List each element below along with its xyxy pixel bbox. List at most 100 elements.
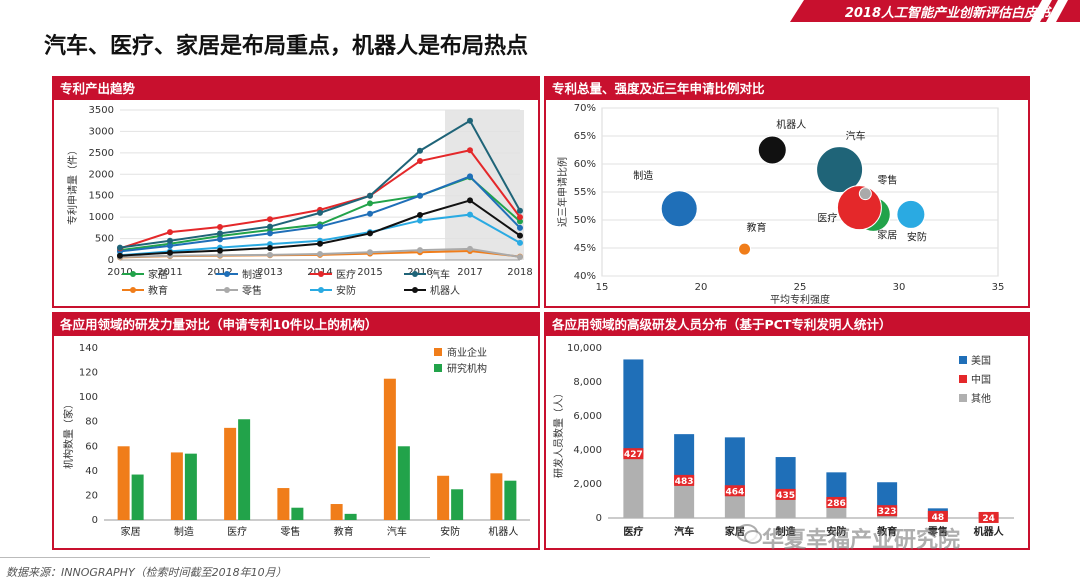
y-tick-label: 60%: [574, 159, 596, 170]
data-point: [467, 245, 473, 252]
legend-label: 零售: [242, 284, 262, 297]
y-tick-label: 2000: [89, 169, 114, 180]
patent-intensity-chart: 40% 45% 50% 55% 60% 65% 70% 15 20 25 30 35 平均专利强度 近三年…: [556, 103, 1005, 306]
y-tick-label: 10,000: [567, 343, 602, 354]
x-tick-label: 2012: [207, 267, 232, 278]
x-tick-label: 制造: [174, 525, 194, 538]
bubble-label: 家居: [877, 228, 897, 241]
data-point: [367, 249, 373, 256]
highlight-band: [445, 110, 524, 260]
y-tick-label: 1000: [89, 212, 114, 223]
data-point: [167, 249, 173, 256]
legend-label: 汽车: [430, 268, 450, 281]
bar: [490, 473, 503, 520]
legend-swatch: [959, 356, 967, 364]
y-tick-label: 50%: [574, 215, 596, 226]
data-point: [517, 218, 523, 225]
patent-intensity-panel: 专利总量、强度及近三年申请比例对比 40% 45% 50% 55% 60% 65% 70% 1…: [544, 76, 1030, 308]
legend-label: 商业企业: [447, 346, 487, 359]
bar: [170, 452, 183, 520]
rd-force-chart: 0 20 40 60 80 100 120 140 机构数量（家） 家居 制造 医疗 零售 教育 汽车 安防 机…: [62, 343, 530, 538]
y-tick-label: 40: [85, 466, 98, 477]
bar: [397, 446, 410, 520]
bar: [184, 453, 197, 520]
bar-segment: [826, 472, 847, 500]
data-point: [367, 192, 373, 199]
bubble-label: 制造: [633, 169, 653, 182]
china-value-label: 483: [675, 477, 694, 487]
data-point: [467, 117, 473, 124]
bubble: [660, 190, 698, 228]
bubble-label: 安防: [907, 230, 927, 243]
patent-trend-chart: 0 500 1000 1500 2000 2500 3000 3500 2010 2011 2012…: [66, 105, 533, 297]
china-value-label: 435: [776, 491, 795, 501]
x-tick-label: 制造: [776, 525, 797, 538]
data-point: [517, 239, 523, 246]
bubble: [858, 187, 872, 201]
x-tick-label: 机器人: [974, 525, 1005, 538]
data-point: [217, 236, 223, 243]
data-point: [167, 229, 173, 236]
x-tick-label: 家居: [121, 525, 141, 538]
data-point: [517, 232, 523, 239]
y-tick-label: 3000: [89, 126, 114, 137]
china-label-bg: [674, 474, 695, 486]
data-point: [117, 252, 123, 259]
data-point: [517, 214, 523, 221]
legend-marker: [412, 287, 418, 293]
x-tick-label: 2017: [457, 267, 482, 278]
y-tick-label: 2,000: [573, 479, 602, 490]
x-tick-label: 教育: [334, 525, 354, 538]
wechat-icon: [736, 524, 762, 544]
legend-marker: [318, 271, 324, 277]
y-tick-label: 8,000: [573, 377, 602, 388]
x-tick-label: 2018: [507, 267, 532, 278]
data-point: [317, 209, 323, 216]
data-point: [467, 211, 473, 218]
china-value-label: 323: [878, 507, 897, 517]
legend-label: 医疗: [336, 268, 356, 281]
china-label-bg: [978, 511, 999, 523]
data-point: [417, 212, 423, 218]
x-tick-label: 零售: [280, 525, 300, 538]
y-tick-label: 0: [108, 255, 114, 266]
bar-segment: [623, 359, 644, 450]
china-label-bg: [877, 505, 898, 517]
data-point: [517, 224, 523, 231]
y-tick-label: 6,000: [573, 411, 602, 422]
y-tick-label: 55%: [574, 187, 596, 198]
data-point: [217, 252, 223, 259]
bar-segment: [724, 437, 745, 487]
footer-divider: [0, 557, 430, 558]
legend-swatch: [434, 364, 442, 372]
y-tick-label: 2500: [89, 148, 114, 159]
data-point: [267, 223, 273, 230]
bubble-label: 零售: [877, 174, 897, 187]
legend-marker: [318, 287, 324, 293]
legend-marker: [130, 271, 136, 277]
page-title: 汽车、医疗、家居是布局重点，机器人是布局热点: [44, 34, 529, 59]
legend-marker: [224, 287, 230, 293]
y-tick-label: 500: [95, 234, 114, 245]
data-point: [467, 197, 473, 204]
bubble-label: 教育: [747, 221, 767, 234]
data-point: [417, 158, 423, 164]
data-point: [367, 200, 373, 207]
bar: [437, 475, 450, 520]
data-point: [217, 247, 223, 254]
x-tick-label: 2015: [357, 267, 382, 278]
legend-label: 教育: [148, 284, 168, 297]
bar: [277, 488, 290, 520]
bar: [504, 480, 517, 520]
china-label-bg: [826, 496, 847, 508]
data-point: [417, 217, 423, 224]
china-value-label: 48: [932, 513, 945, 523]
bar-segment: [775, 497, 796, 518]
y-tick-label: 20: [85, 490, 98, 501]
china-value-label: 427: [624, 450, 643, 460]
watermark: 华夏幸福产业研究院: [762, 528, 961, 553]
x-tick-label: 35: [992, 282, 1005, 293]
x-tick-label: 安防: [440, 525, 460, 538]
bar: [330, 504, 343, 520]
data-point: [267, 251, 273, 258]
